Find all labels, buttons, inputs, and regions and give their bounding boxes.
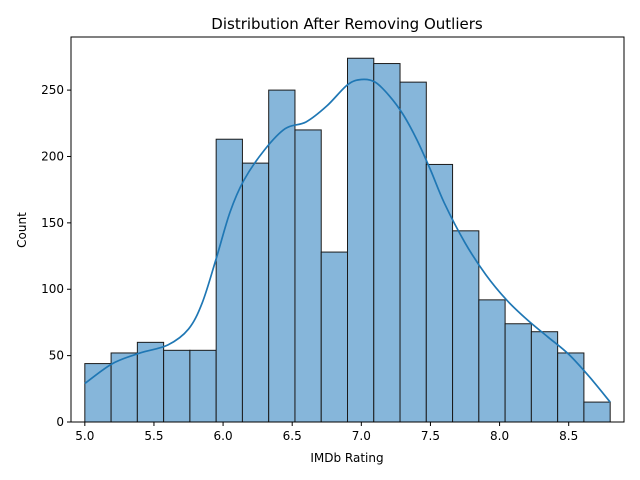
histogram-bar: [215, 138, 243, 423]
histogram-bar: [110, 352, 138, 423]
histogram-bar: [163, 349, 191, 423]
histogram-bar: [557, 352, 585, 423]
histogram-bar: [425, 163, 454, 423]
y-tick-label: 150: [41, 216, 64, 230]
histogram-bar: [136, 341, 165, 423]
histogram-bar: [530, 331, 559, 423]
x-tick-label: 6.5: [283, 429, 302, 443]
y-tick-label: 0: [56, 415, 64, 429]
histogram-bar: [452, 230, 480, 423]
x-tick-label: 7.0: [352, 429, 371, 443]
y-axis-label: Count: [15, 212, 29, 248]
x-tick-label: 8.5: [559, 429, 578, 443]
histogram-bar: [189, 349, 217, 423]
chart-title: Distribution After Removing Outliers: [211, 15, 483, 33]
y-tick-label: 100: [41, 282, 64, 296]
histogram-bar: [241, 162, 270, 423]
histogram-bar: [347, 57, 375, 423]
x-axis-label: IMDb Rating: [310, 451, 383, 465]
bars-group: [84, 57, 611, 423]
x-tick-label: 6.0: [214, 429, 233, 443]
x-tick-label: 8.0: [490, 429, 509, 443]
histogram-bar: [583, 401, 611, 423]
histogram-bar: [84, 363, 112, 423]
kde-curve: [84, 78, 611, 403]
x-tick-label: 5.0: [75, 429, 94, 443]
x-tick-label: 5.5: [144, 429, 163, 443]
plot-frame: [70, 36, 625, 423]
histogram-bar: [320, 251, 349, 423]
histogram-bar: [399, 81, 427, 423]
x-axis: 5.0 5.5 6.0 6.5 7.0 7.5 8.0 8.5: [75, 422, 578, 443]
y-tick-label: 200: [41, 149, 64, 163]
y-axis: 0 50 100 150 200 250: [41, 83, 71, 429]
histogram-bar: [504, 323, 532, 423]
y-tick-label: 50: [49, 349, 64, 363]
histogram-bar: [268, 89, 296, 423]
histogram-bar: [294, 129, 322, 423]
x-tick-label: 7.5: [421, 429, 440, 443]
histogram-bar: [373, 63, 401, 423]
histogram-bar: [478, 299, 506, 423]
y-tick-label: 250: [41, 83, 64, 97]
